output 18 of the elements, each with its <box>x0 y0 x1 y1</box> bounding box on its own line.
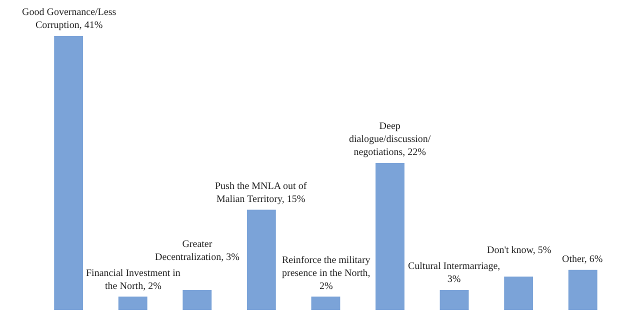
bar <box>118 296 148 310</box>
bar <box>246 210 276 310</box>
data-label: Deep dialogue/discussion/ negotiations, 22% <box>349 121 431 158</box>
data-label: Financial Investment in the North, 2% <box>86 268 180 292</box>
bar <box>182 290 212 310</box>
data-label: Good Governance/Less Corruption, 41% <box>22 7 116 31</box>
bar <box>376 162 404 310</box>
data-label: Greater Decentralization, 3% <box>155 239 240 263</box>
bar <box>311 296 340 310</box>
data-label: Cultural Intermarriage, 3% <box>408 261 500 285</box>
data-label: Reinforce the military presence in the North, 2% <box>282 255 370 292</box>
bar <box>440 290 469 310</box>
data-label: Don't know, 5% <box>487 245 552 256</box>
bar <box>568 270 598 310</box>
data-label: Push the MNLA out of Malian Territory, 15% <box>215 181 308 205</box>
bar <box>504 276 534 310</box>
data-label: Other, 6% <box>562 254 603 265</box>
bar <box>54 36 84 310</box>
